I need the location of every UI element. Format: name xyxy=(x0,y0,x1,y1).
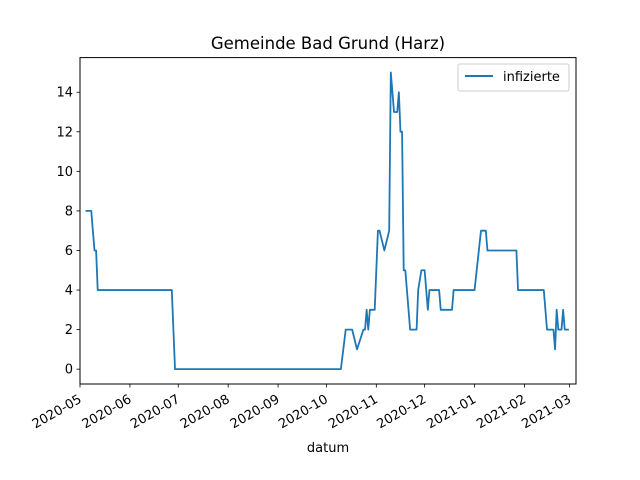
series-line-infizierte xyxy=(85,71,569,371)
y-tick-label: 6 xyxy=(65,244,73,259)
x-axis-label: datum xyxy=(307,441,349,456)
y-tick-label: 4 xyxy=(65,284,73,299)
plot-frame xyxy=(79,57,577,385)
legend: infizierte xyxy=(457,63,570,92)
y-axis: 0 2 4 6 8 10 12 14 xyxy=(56,86,80,378)
chart-title: Gemeinde Bad Grund (Harz) xyxy=(211,34,445,53)
y-tick-label: 0 xyxy=(65,363,73,378)
plot-lines xyxy=(85,71,569,371)
y-tick-label: 12 xyxy=(56,125,73,140)
legend-label-infizierte: infizierte xyxy=(503,70,560,85)
legend-box xyxy=(457,63,570,92)
y-tick-label: 10 xyxy=(56,165,73,180)
y-tick-label: 14 xyxy=(56,86,73,101)
y-tick-label: 2 xyxy=(65,323,73,338)
y-tick-label: 8 xyxy=(65,204,73,219)
